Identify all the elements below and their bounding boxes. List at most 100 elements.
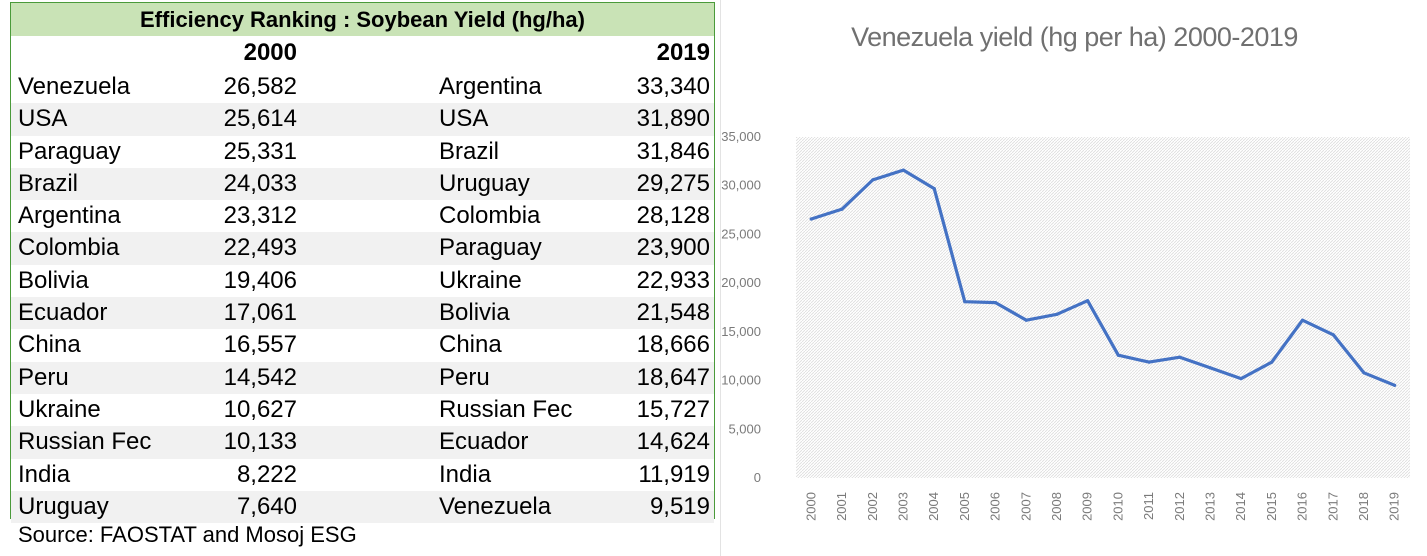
chart-title: Venezuela yield (hg per ha) 2000-2019 bbox=[851, 22, 1298, 52]
data-point bbox=[993, 301, 998, 305]
country-2019-cell: Russian Fec bbox=[439, 395, 573, 423]
data-point bbox=[901, 168, 905, 172]
data-point bbox=[1086, 299, 1090, 303]
yield-2019-cell: 11,919 bbox=[638, 460, 710, 488]
country-2000-cell: China bbox=[18, 331, 81, 359]
ranking-panel: Efficiency Ranking : Soybean Yield (hg/h… bbox=[10, 2, 715, 547]
series-layer bbox=[809, 168, 1397, 387]
country-2000-cell: Paraguay bbox=[18, 137, 121, 165]
yield-2000-cell: 7,640 bbox=[236, 492, 297, 520]
data-point bbox=[1055, 312, 1059, 316]
x-tick-label: 2010 bbox=[1110, 492, 1125, 521]
yield-2000-cell: 10,133 bbox=[223, 428, 297, 456]
country-2000-cell: Venezuela bbox=[18, 73, 131, 100]
table-row: Paraguay 25,331 Brazil 31,846 bbox=[11, 136, 714, 168]
x-tick-label: 2018 bbox=[1356, 492, 1371, 521]
country-2000-cell: Argentina bbox=[18, 202, 121, 230]
country-2019-cell: India bbox=[439, 460, 492, 488]
yield-2019-cell: 29,275 bbox=[636, 169, 710, 197]
yield-2000-cell: 8,222 bbox=[236, 460, 297, 488]
data-point bbox=[840, 207, 844, 211]
x-tick-label: 2005 bbox=[957, 492, 972, 521]
y-tick-label: 20,000 bbox=[721, 275, 761, 290]
yield-2019-cell: 14,624 bbox=[636, 428, 710, 456]
x-tick-label: 2006 bbox=[988, 492, 1003, 521]
yield-2000-cell: 10,627 bbox=[223, 395, 297, 423]
country-2019-cell: Argentina bbox=[439, 73, 542, 100]
yield-2019-cell: 23,900 bbox=[636, 234, 710, 262]
yield-2000-cell: 26,582 bbox=[223, 73, 297, 100]
table-row: China 16,557 China 18,666 bbox=[11, 329, 714, 361]
data-point bbox=[871, 178, 875, 182]
x-tick-label: 2001 bbox=[834, 492, 849, 521]
yield-2000-cell: 23,312 bbox=[223, 202, 297, 230]
yield-2000-cell: 25,614 bbox=[223, 105, 297, 133]
yield-2000-cell: 16,557 bbox=[223, 331, 297, 359]
x-tick-label: 2016 bbox=[1295, 492, 1310, 521]
chart-panel: Venezuela yield (hg per ha) 2000-2019 0 5… bbox=[720, 0, 1427, 556]
column-header-2000: 2000 bbox=[243, 39, 297, 66]
country-2019-cell: Ukraine bbox=[439, 266, 522, 294]
y-tick-label: 5,000 bbox=[728, 421, 761, 436]
country-2019-cell: Venezuela bbox=[439, 492, 552, 520]
data-point bbox=[1208, 366, 1212, 370]
ranking-table: Efficiency Ranking : Soybean Yield (hg/h… bbox=[10, 2, 715, 524]
table-row: Bolivia 19,406 Ukraine 22,933 bbox=[11, 265, 714, 297]
x-tick-label: 2004 bbox=[926, 492, 941, 521]
yield-2019-cell: 31,890 bbox=[636, 105, 710, 133]
data-point bbox=[1331, 333, 1335, 337]
y-tick-label: 0 bbox=[754, 470, 761, 485]
yield-2000-cell: 24,033 bbox=[223, 169, 297, 197]
country-2000-cell: Peru bbox=[18, 363, 69, 391]
series-line bbox=[809, 168, 1397, 387]
yield-2019-cell: 18,647 bbox=[636, 363, 710, 391]
x-tick-label: 2019 bbox=[1387, 492, 1402, 521]
y-tick-label: 15,000 bbox=[721, 324, 761, 339]
column-header-2019: 2019 bbox=[656, 39, 710, 66]
data-point bbox=[1270, 360, 1274, 364]
x-tick-label: 2017 bbox=[1325, 492, 1340, 521]
table-row: Venezuela 26,582 Argentina 33,340 bbox=[11, 71, 714, 103]
data-point bbox=[1147, 360, 1151, 364]
country-2019-cell: Ecuador bbox=[439, 428, 529, 456]
yield-2019-cell: 18,666 bbox=[636, 331, 710, 359]
country-2019-cell: Peru bbox=[439, 363, 490, 391]
x-tick-label: 2000 bbox=[803, 492, 818, 521]
data-point bbox=[809, 217, 813, 221]
x-tick-label: 2015 bbox=[1264, 492, 1279, 521]
yield-2000-cell: 14,542 bbox=[223, 363, 297, 391]
x-tick-label: 2009 bbox=[1080, 492, 1095, 521]
country-2000-cell: Colombia bbox=[18, 234, 120, 262]
data-point bbox=[932, 187, 936, 191]
country-2019-cell: Paraguay bbox=[439, 234, 542, 262]
y-tick-label: 30,000 bbox=[721, 178, 761, 193]
table-row: Brazil 24,033 Uruguay 29,275 bbox=[11, 167, 714, 201]
country-2000-cell: Brazil bbox=[18, 169, 79, 197]
yield-2019-cell: 33,340 bbox=[636, 73, 710, 100]
table-row: Peru 14,542 Peru 18,647 bbox=[11, 361, 714, 394]
x-tick-label: 2012 bbox=[1172, 492, 1187, 521]
data-point bbox=[1116, 353, 1120, 357]
x-tick-label: 2002 bbox=[865, 492, 880, 521]
line-chart: 0 5,000 10,000 15,000 20,000 25,000 30,000 35,0… bbox=[721, 129, 1410, 521]
x-tick-label: 2011 bbox=[1141, 492, 1156, 520]
country-2019-cell: USA bbox=[439, 105, 489, 133]
plot-area bbox=[796, 137, 1410, 478]
country-2019-cell: Colombia bbox=[439, 202, 541, 230]
x-tick-label: 2013 bbox=[1202, 492, 1217, 521]
yield-2019-cell: 28,128 bbox=[636, 202, 710, 230]
country-2000-cell: USA bbox=[18, 105, 68, 133]
table-title: Efficiency Ranking : Soybean Yield (hg/h… bbox=[11, 3, 714, 36]
yield-2000-cell: 25,331 bbox=[223, 137, 297, 165]
yield-2000-cell: 19,406 bbox=[223, 266, 297, 294]
table-body: Venezuela 26,582 Argentina 33,340 USA 25,614 U… bbox=[11, 71, 714, 524]
country-2019-cell: Brazil bbox=[439, 137, 500, 165]
x-tick-label: 2003 bbox=[895, 492, 910, 521]
data-point bbox=[1300, 318, 1305, 322]
yield-2019-cell: 21,548 bbox=[636, 299, 710, 327]
y-tick-label: 35,000 bbox=[721, 129, 761, 144]
yield-2019-cell: 31,846 bbox=[636, 137, 710, 165]
yield-2000-cell: 22,493 bbox=[223, 234, 297, 262]
yield-2019-cell: 22,933 bbox=[636, 266, 710, 294]
country-2000-cell: Ecuador bbox=[18, 299, 108, 327]
